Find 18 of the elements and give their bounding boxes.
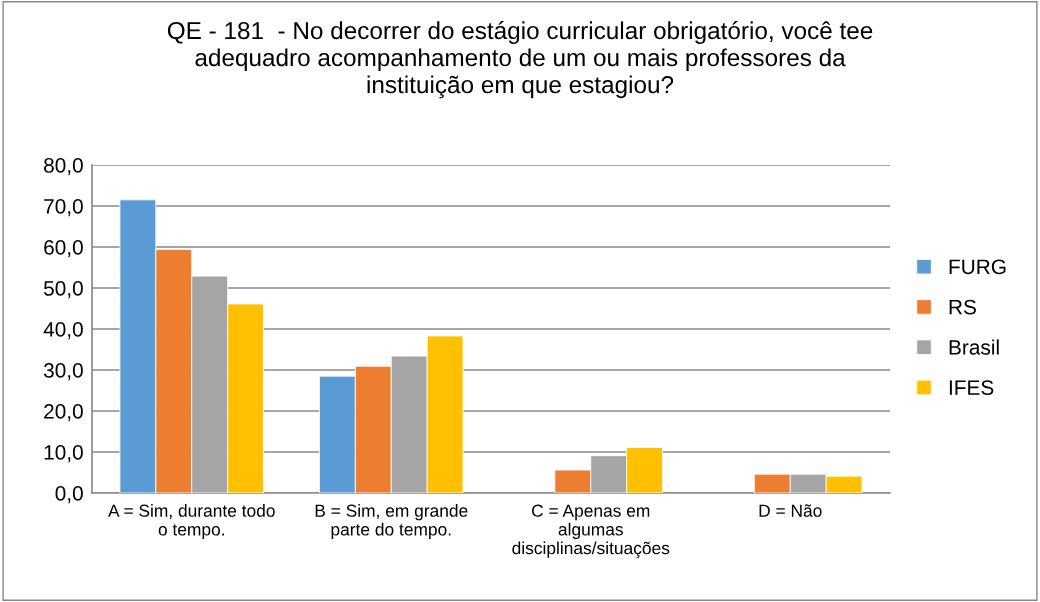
y-tick-label: 20,0 (44, 404, 83, 422)
y-tick-label: 50,0 (43, 281, 83, 299)
y-tick-label: 0,0 (55, 486, 83, 504)
y-tick-label: 30,0 (43, 363, 83, 381)
legend-label: RS (949, 299, 976, 315)
x-tick-label: C = Apenas em algumas disciplinas/situações (512, 504, 670, 558)
chart-title: QE - 181 - No decorrer do estágio curricular obrigatório, você tee adequadro acompanhamento de um ou mais professores da instituição em que estagiou? (167, 21, 873, 99)
y-tick-label: 60,0 (44, 240, 83, 258)
x-tick-label: D = Não (759, 504, 822, 517)
y-tick-label: 40,0 (43, 322, 83, 340)
x-tick-label: B = Sim, em grande parte do tempo. (315, 504, 468, 539)
legend-label: FURG (949, 259, 1006, 275)
x-tick-label: A = Sim, durante todo o tempo. (108, 504, 275, 539)
legend-label: IFES (949, 380, 994, 395)
y-tick-label: 10,0 (44, 445, 83, 463)
legend-label: Brasil (949, 339, 999, 355)
y-tick-label: 80,0 (44, 158, 83, 176)
y-tick-label: 70,0 (44, 199, 83, 217)
